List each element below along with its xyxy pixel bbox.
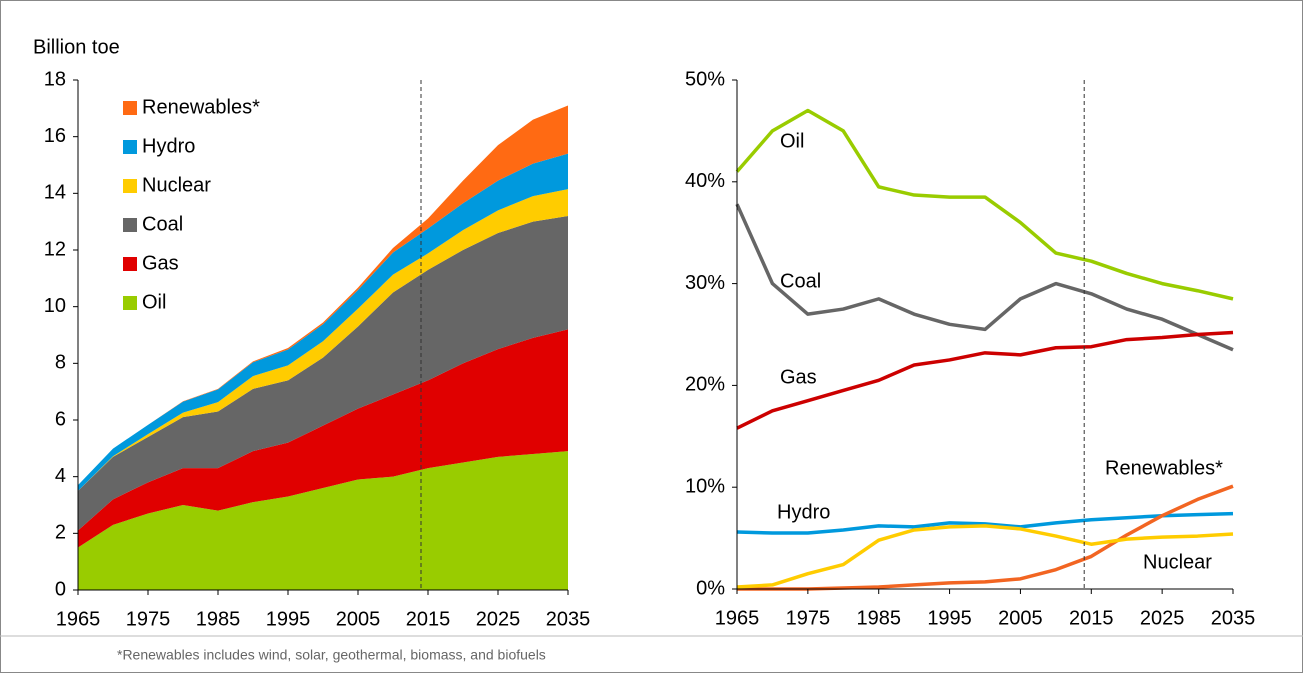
y-tick-label: 14 <box>44 182 66 204</box>
y-tick-label: 10% <box>685 475 725 497</box>
area <box>78 451 568 590</box>
y-tick-label: 40% <box>685 170 725 192</box>
x-tick-label: 1965 <box>56 608 101 630</box>
line <box>735 203 1234 352</box>
x-tick-label: 1995 <box>266 608 311 630</box>
area <box>78 105 568 486</box>
y-tick-label: 12 <box>44 238 66 260</box>
legend-label: Oil <box>142 291 166 313</box>
x-tick-label: 1965 <box>715 607 760 629</box>
y-tick-label: 0 <box>55 578 66 600</box>
y-tick-label: 16 <box>44 125 66 147</box>
y-tick-label: 6 <box>55 408 66 430</box>
x-tick-label: 2025 <box>476 608 521 630</box>
x-tick-label: 1975 <box>786 607 831 629</box>
x-tick-label: 2035 <box>1211 607 1256 629</box>
legend-label: Gas <box>142 252 179 274</box>
line <box>736 524 1234 589</box>
x-tick-label: 2015 <box>406 608 451 630</box>
x-tick-label: 2035 <box>546 608 591 630</box>
series-label: Nuclear <box>1143 551 1212 573</box>
y-tick-label: 30% <box>685 272 725 294</box>
x-tick-label: 2015 <box>1069 607 1114 629</box>
legend-swatch <box>123 257 137 271</box>
legend-label: Nuclear <box>142 174 211 196</box>
x-tick-label: 1975 <box>126 608 171 630</box>
x-tick-label: 2005 <box>998 607 1043 629</box>
y-tick-label: 4 <box>55 465 66 487</box>
series-label: Oil <box>780 130 804 152</box>
x-tick-label: 2005 <box>336 608 381 630</box>
legend-swatch <box>123 296 137 310</box>
legend-swatch <box>123 218 137 232</box>
x-tick-label: 1985 <box>856 607 901 629</box>
x-tick-label: 1995 <box>927 607 972 629</box>
footnote: *Renewables includes wind, solar, geothe… <box>117 647 546 663</box>
y-tick-label: 2 <box>55 522 66 544</box>
line <box>735 108 1234 301</box>
area <box>78 153 568 491</box>
y-tick-label: 8 <box>55 352 66 374</box>
line <box>736 330 1234 430</box>
legend-swatch <box>123 179 137 193</box>
y-tick-label: 50% <box>685 68 725 90</box>
legend-label: Coal <box>142 213 183 235</box>
y-tick-label: 20% <box>685 374 725 396</box>
area <box>78 329 568 548</box>
y-axis-label: Billion toe <box>33 36 120 58</box>
series-label: Hydro <box>777 501 830 523</box>
legend-swatch <box>123 101 137 115</box>
y-tick-label: 0% <box>696 577 725 599</box>
legend-label: Renewables* <box>142 96 260 118</box>
legend-label: Hydro <box>142 135 195 157</box>
series-label: Gas <box>780 366 817 388</box>
legend-swatch <box>123 140 137 154</box>
series-label: Renewables* <box>1105 457 1223 479</box>
line <box>736 511 1234 535</box>
x-tick-label: 2025 <box>1140 607 1185 629</box>
area <box>78 216 568 531</box>
y-tick-label: 10 <box>44 295 66 317</box>
series-label: Coal <box>780 270 821 292</box>
area <box>78 189 568 491</box>
y-tick-label: 18 <box>44 68 66 90</box>
x-tick-label: 1985 <box>196 608 241 630</box>
